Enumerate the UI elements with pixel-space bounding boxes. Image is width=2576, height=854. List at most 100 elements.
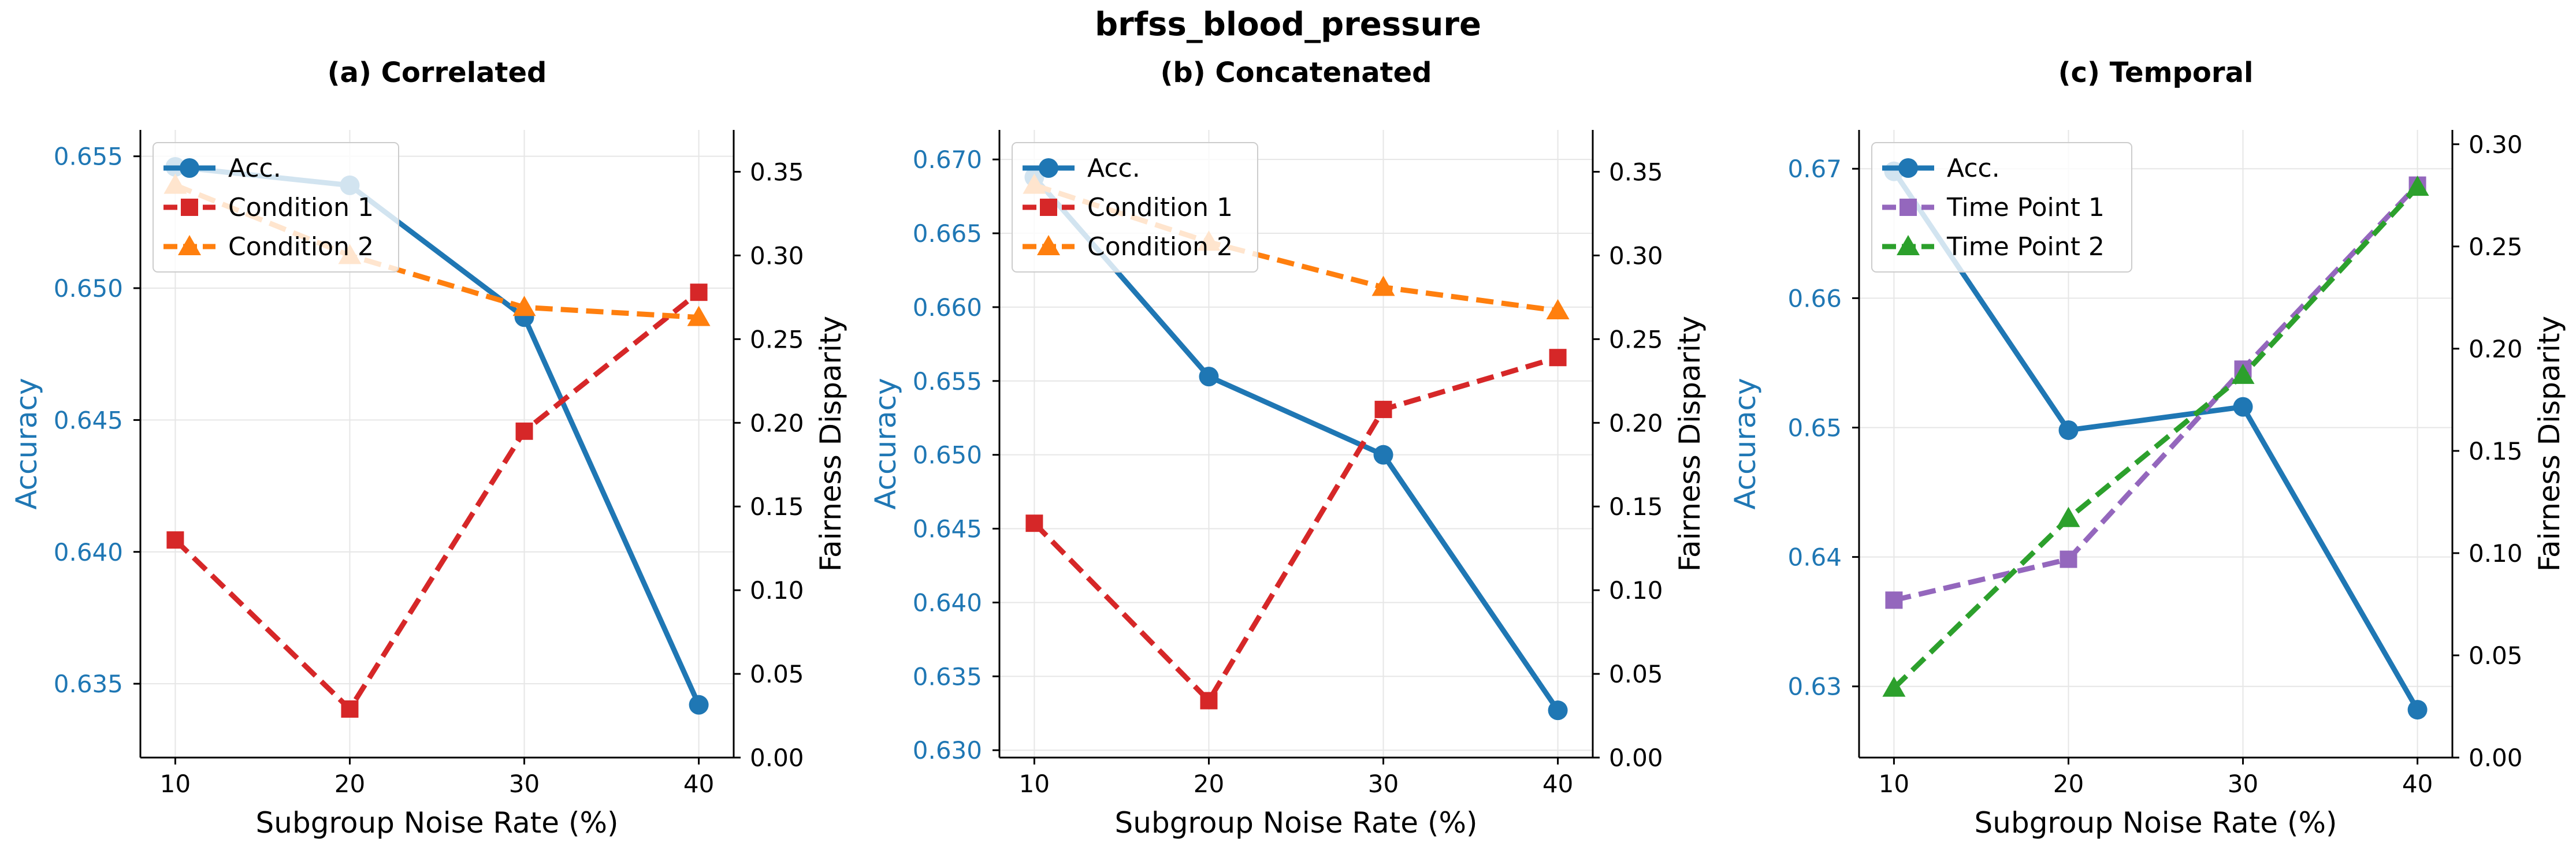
- y-tick-label: 0.650: [913, 441, 982, 469]
- data-point: [1373, 445, 1393, 465]
- data-point: [1025, 514, 1043, 532]
- y2-tick-label: 0.00: [1609, 744, 1663, 772]
- x-tick-label: 20: [1194, 770, 1224, 798]
- x-tick-label: 10: [1879, 770, 1909, 798]
- series-line: [1032, 355, 1559, 703]
- data-point: [1199, 367, 1219, 387]
- legend-label: Acc.: [1087, 154, 1140, 183]
- legend-marker: [1900, 199, 1917, 216]
- data-point: [690, 284, 708, 301]
- chart-panel-1: 10 20 30 40 0.635 0.640 0.645 0.650 0.655 0.00 0.0…: [10, 57, 847, 840]
- legend-marker: [1039, 158, 1058, 178]
- y2-axis-label: Fairness Disparity: [814, 316, 847, 572]
- legend-label: Condition 2: [1087, 232, 1233, 262]
- y-tick-label: 0.650: [54, 274, 123, 303]
- panel-title: (b) Concatenated: [1160, 57, 1432, 89]
- y2-tick-label: 0.15: [1609, 493, 1663, 521]
- y-tick-label: 0.655: [913, 367, 982, 396]
- legend-box: [1012, 142, 1258, 273]
- y-tick-label: 0.630: [913, 736, 982, 765]
- y-tick-label: 0.640: [913, 588, 982, 617]
- data-point: [2057, 506, 2080, 527]
- x-tick-label: 20: [2053, 770, 2084, 798]
- y2-tick-label: 0.30: [750, 241, 804, 270]
- data-point: [687, 305, 711, 326]
- y-tick-label: 0.645: [54, 406, 123, 434]
- legend-marker: [180, 158, 199, 178]
- data-point: [689, 695, 709, 715]
- series-line: [1893, 183, 2419, 603]
- y2-tick-label: 0.20: [1609, 409, 1663, 437]
- panel-title: (a) Correlated: [328, 57, 547, 89]
- legend-marker: [1040, 199, 1057, 216]
- data-point: [512, 296, 536, 316]
- legend-label: Condition 2: [228, 232, 374, 262]
- y2-tick-label: 0.35: [1609, 158, 1663, 186]
- y2-tick-label: 0.35: [750, 158, 804, 186]
- y2-tick-label: 0.20: [2469, 335, 2523, 363]
- y-tick-label: 0.660: [913, 293, 982, 322]
- legend-box: [153, 142, 399, 273]
- x-tick-label: 40: [1542, 770, 1573, 798]
- y-tick-label: 0.670: [913, 146, 982, 174]
- x-tick-label: 20: [334, 770, 365, 798]
- y2-axis-label: Fairness Disparity: [2533, 316, 2566, 572]
- x-axis-label: Subgroup Noise Rate (%): [1975, 806, 2337, 840]
- data-point: [1549, 349, 1567, 367]
- chart-panel-2: 10 20 30 40 0.630 0.635 0.640 0.645 0.650 0.655 0.…: [869, 57, 1707, 840]
- x-axis-label: Subgroup Noise Rate (%): [256, 806, 619, 840]
- series-line: [174, 182, 699, 320]
- legend-marker: [1037, 235, 1060, 255]
- legend-label: Acc.: [228, 154, 281, 183]
- y-tick-label: 0.67: [1787, 155, 1842, 183]
- x-tick-label: 10: [160, 770, 191, 798]
- series-line: [1032, 175, 1560, 712]
- y2-tick-label: 0.15: [2469, 437, 2523, 465]
- x-tick-label: 40: [683, 770, 714, 798]
- x-tick-label: 10: [1019, 770, 1050, 798]
- series-line: [1891, 170, 2420, 711]
- y-tick-label: 0.645: [913, 515, 982, 543]
- data-point: [2407, 700, 2428, 720]
- y-tick-label: 0.63: [1787, 673, 1842, 701]
- y-tick-label: 0.655: [54, 143, 123, 171]
- y2-tick-label: 0.30: [1609, 241, 1663, 270]
- legend-label: Acc.: [1947, 154, 2000, 183]
- y2-tick-label: 0.10: [1609, 576, 1663, 605]
- data-point: [341, 700, 359, 718]
- y2-tick-label: 0.20: [750, 409, 804, 437]
- legend-marker: [1897, 235, 1920, 255]
- chart-panel-3: 10 20 30 40 0.63 0.64 0.65 0.66 0.67 0.00 0.05 0.10…: [1729, 57, 2566, 840]
- y-tick-label: 0.640: [54, 538, 123, 566]
- data-point: [166, 531, 184, 549]
- legend-box: [1871, 142, 2132, 273]
- x-tick-label: 30: [509, 770, 540, 798]
- y2-tick-label: 0.05: [1609, 660, 1663, 688]
- y2-tick-label: 0.05: [2469, 642, 2523, 670]
- y-axis-label: Accuracy: [869, 378, 902, 509]
- legend-label: Time Point 1: [1946, 193, 2105, 222]
- data-point: [2231, 363, 2255, 384]
- y2-tick-label: 0.15: [750, 493, 804, 521]
- legend-marker: [1898, 158, 1918, 178]
- data-point: [1200, 692, 1218, 710]
- legend-label: Condition 1: [1087, 193, 1233, 222]
- y2-tick-label: 0.00: [2469, 744, 2523, 772]
- data-point: [1885, 591, 1903, 609]
- y2-tick-label: 0.30: [2469, 130, 2523, 159]
- legend-label: Time Point 2: [1946, 232, 2105, 262]
- data-point: [1882, 676, 1906, 697]
- y-tick-label: 0.65: [1787, 413, 1842, 442]
- x-tick-label: 40: [2402, 770, 2433, 798]
- data-point: [2406, 176, 2429, 196]
- data-point: [2058, 420, 2079, 440]
- x-tick-label: 30: [1368, 770, 1399, 798]
- data-point: [1546, 299, 1570, 320]
- x-tick-label: 30: [2228, 770, 2258, 798]
- legend-marker: [178, 235, 201, 255]
- y2-tick-label: 0.00: [750, 744, 804, 772]
- data-point: [1374, 401, 1392, 419]
- series-line: [1892, 185, 2419, 690]
- y2-tick-label: 0.25: [2469, 233, 2523, 261]
